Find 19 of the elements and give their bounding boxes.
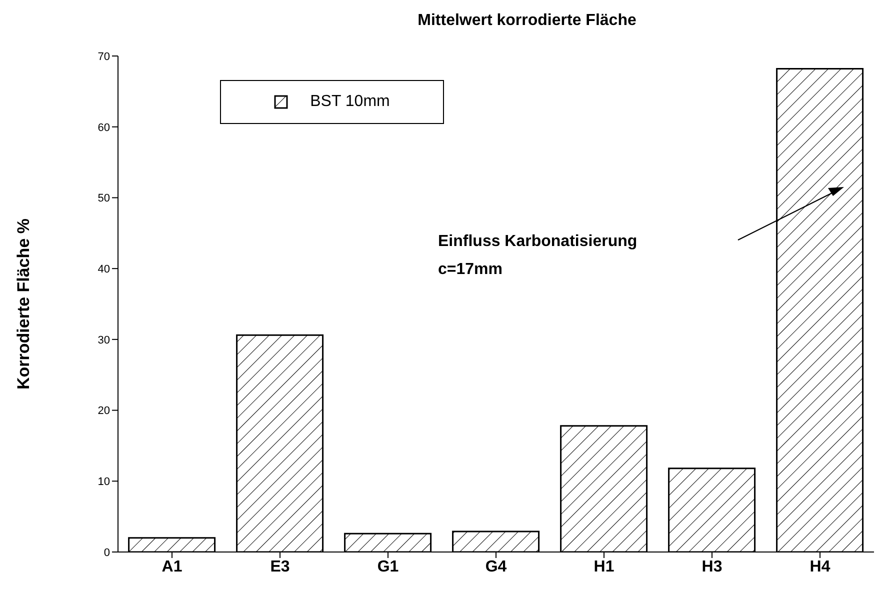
x-tick-label: E3: [270, 558, 290, 576]
annotation: Einfluss Karbonatisierung c=17mm: [438, 232, 638, 280]
x-tick-label: G4: [485, 558, 507, 576]
y-tick-label: 60: [98, 122, 110, 134]
legend-label: BST 10mm: [310, 93, 390, 111]
y-tick-label: 20: [98, 405, 110, 418]
x-tick-label: G1: [377, 558, 399, 576]
y-tick-label: 30: [98, 334, 110, 346]
x-tick-label: H3: [702, 558, 722, 576]
x-tick-label: A1: [162, 558, 182, 576]
y-axis-title: Korrodierte Fläche %: [14, 218, 34, 390]
y-tick-label: 40: [98, 263, 110, 276]
y-tick-label: 10: [98, 476, 110, 488]
x-tick-label: H1: [594, 558, 614, 576]
chart-title: Mittelwert korrodierte Fläche: [416, 12, 638, 30]
y-tick-label: 70: [98, 50, 110, 63]
x-tick-label: H4: [810, 558, 830, 576]
y-tick-label: 50: [98, 192, 110, 205]
y-tick-label: 0: [104, 546, 110, 559]
